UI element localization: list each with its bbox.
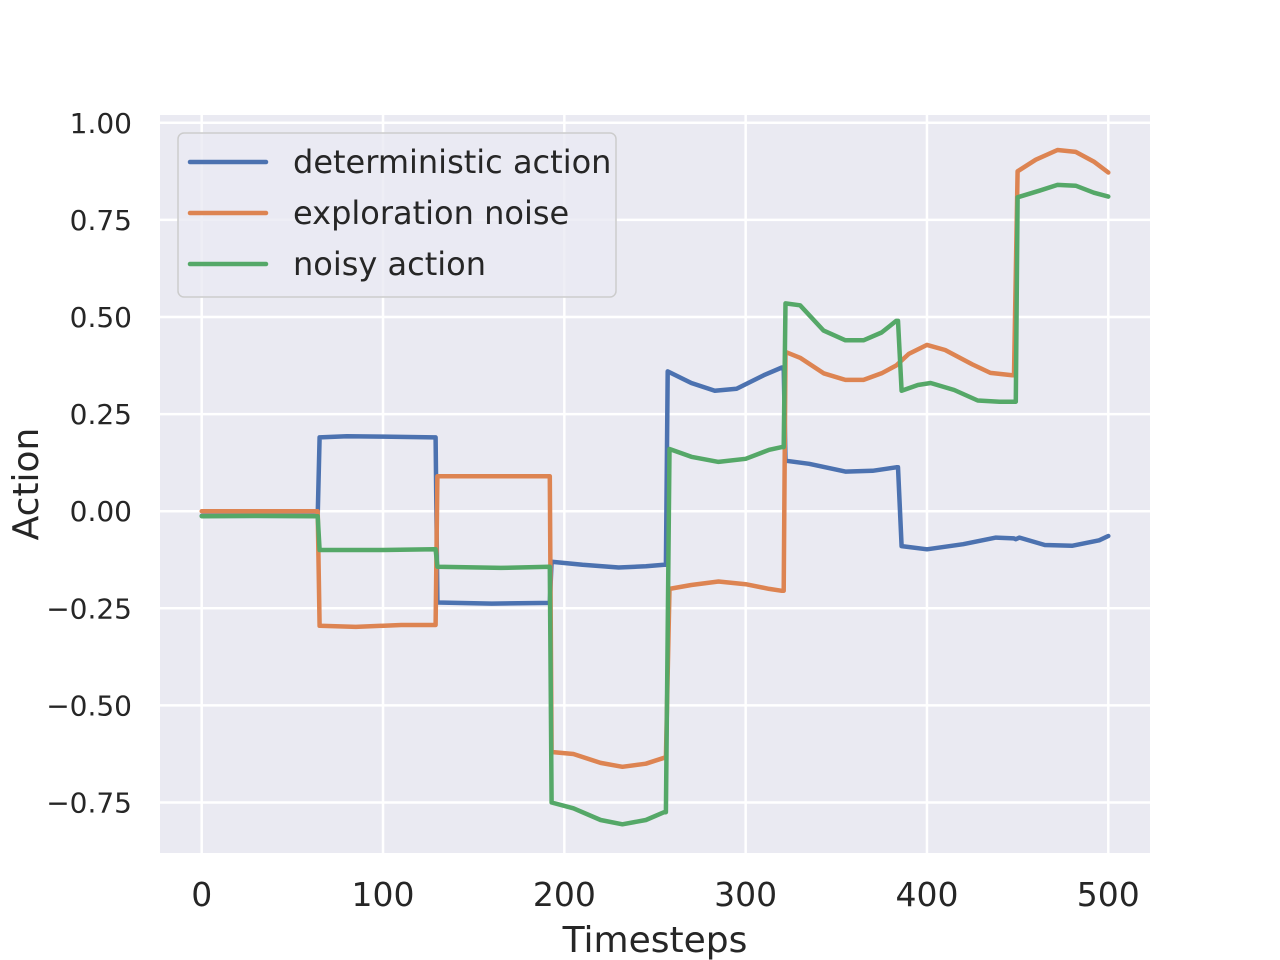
- x-tick-label: 500: [1077, 875, 1140, 914]
- y-tick-label: 0.25: [70, 398, 132, 431]
- x-tick-label: 200: [533, 875, 596, 914]
- y-tick-label: −0.25: [46, 592, 132, 625]
- y-tick-label: −0.75: [46, 787, 132, 820]
- x-tick-labels: 0 100 200 300 400 500: [191, 875, 1140, 914]
- x-tick-label: 300: [714, 875, 777, 914]
- y-gridlines: [160, 121, 1150, 804]
- y-tick-label: 0.75: [70, 204, 132, 237]
- series-lines: [199, 147, 1111, 827]
- y-tick-labels: −0.75 −0.50 −0.25 0.00 0.25 0.50 0.75 1.00: [46, 107, 132, 820]
- x-tick-label: 0: [191, 875, 212, 914]
- legend-label: deterministic action: [293, 143, 611, 181]
- series-line-exploration-noise: [199, 147, 1111, 770]
- legend-label: noisy action: [293, 245, 486, 283]
- y-tick-label: 0.00: [70, 495, 132, 528]
- series-line-deterministic-action: [199, 365, 1111, 606]
- legend-label: exploration noise: [293, 194, 569, 232]
- y-tick-label: 0.50: [70, 301, 132, 334]
- x-axis-title: Timesteps: [562, 920, 748, 960]
- y-axis-title: Action: [6, 428, 47, 541]
- legend: deterministic action exploration noise noi…: [177, 132, 617, 298]
- y-tick-label: 1.00: [70, 107, 132, 140]
- x-tick-label: 400: [895, 875, 958, 914]
- series-line-noisy-action: [199, 182, 1111, 827]
- x-tick-label: 100: [352, 875, 415, 914]
- y-tick-label: −0.50: [46, 689, 132, 722]
- legend-box: [177, 132, 617, 298]
